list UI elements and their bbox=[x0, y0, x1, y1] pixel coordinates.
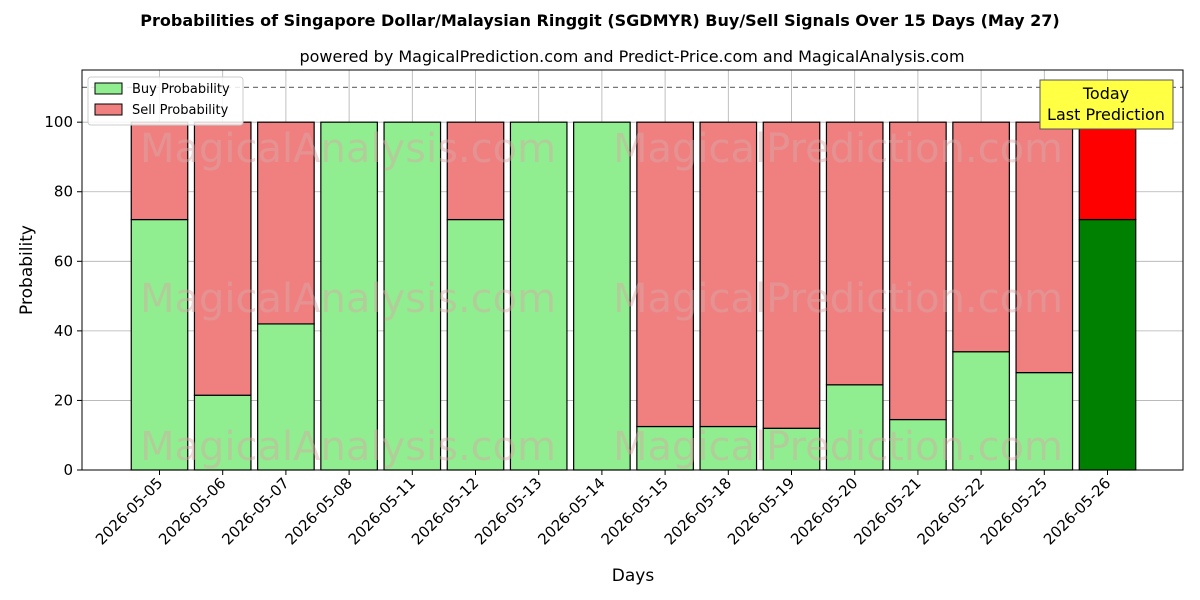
x-tick-label: 2026-05-14 bbox=[534, 474, 608, 548]
x-tick-label: 2026-05-21 bbox=[850, 474, 924, 548]
watermark-analysis: MagicalAnalysis.com bbox=[140, 276, 556, 322]
x-tick-label: 2026-05-19 bbox=[724, 474, 798, 548]
bar-buy-2026-05-25 bbox=[1015, 372, 1074, 471]
last-prediction-label: Last Prediction bbox=[1047, 105, 1165, 124]
bar-sell-2026-05-15 bbox=[636, 121, 694, 428]
bar-sell-2026-05-05 bbox=[130, 121, 189, 221]
bar-buy-2026-05-14 bbox=[573, 121, 631, 471]
bar-sell-2026-05-26 bbox=[1078, 121, 1137, 221]
bar-sell-2026-05-19 bbox=[762, 121, 821, 429]
legend: Buy Probability Sell Probability bbox=[87, 76, 244, 126]
x-axis-label: Days bbox=[612, 566, 655, 586]
today-annotation: Today Last Prediction bbox=[1039, 79, 1174, 130]
bar-sell-2026-05-07 bbox=[257, 121, 315, 325]
y-tick-label: 40 bbox=[54, 322, 73, 340]
bar-buy-2026-05-13 bbox=[509, 121, 568, 471]
x-tick-label: 2026-05-25 bbox=[977, 474, 1051, 548]
x-tick-label: 2026-05-15 bbox=[598, 474, 672, 548]
bar-sell-2026-05-22 bbox=[952, 121, 1010, 353]
watermark-analysis: MagicalAnalysis.com bbox=[140, 424, 556, 470]
x-tick-label: 2026-05-05 bbox=[92, 474, 166, 548]
y-tick-label: 0 bbox=[63, 461, 73, 479]
today-label: Today bbox=[1082, 84, 1129, 103]
watermark-prediction: MagicalPrediction.com bbox=[613, 276, 1063, 322]
legend-label-sell: Sell Probability bbox=[132, 103, 229, 118]
bar-sell-2026-05-12 bbox=[446, 121, 505, 221]
watermark-analysis: MagicalAnalysis.com bbox=[140, 126, 556, 172]
bar-buy-2026-05-07 bbox=[257, 323, 315, 471]
x-tick-label: 2026-05-18 bbox=[661, 474, 735, 548]
bars bbox=[130, 121, 1137, 471]
y-tick-label: 80 bbox=[54, 183, 73, 201]
legend-swatch-buy bbox=[94, 82, 123, 95]
x-tick-label: 2026-05-13 bbox=[471, 474, 545, 548]
x-tick-label: 2026-05-08 bbox=[282, 474, 356, 548]
x-tick-label: 2026-05-07 bbox=[218, 474, 292, 548]
bar-sell-2026-05-21 bbox=[889, 121, 947, 421]
y-axis-ticks: 0 20 40 60 80 100 bbox=[44, 113, 82, 479]
today-box bbox=[1039, 79, 1174, 130]
bar-buy-2026-05-12 bbox=[446, 218, 505, 471]
bar-buy-2026-05-18 bbox=[699, 425, 758, 471]
y-tick-label: 20 bbox=[54, 391, 73, 409]
bar-buy-2026-05-26 bbox=[1078, 218, 1137, 471]
bar-buy-2026-05-21 bbox=[889, 418, 947, 471]
y-tick-label: 100 bbox=[44, 113, 73, 131]
x-tick-label: 2026-05-22 bbox=[914, 474, 988, 548]
legend-box bbox=[87, 76, 244, 126]
x-tick-label: 2026-05-20 bbox=[787, 474, 861, 548]
legend-label-buy: Buy Probability bbox=[132, 82, 230, 97]
bar-buy-2026-05-22 bbox=[952, 351, 1010, 471]
x-tick-label: 2026-05-11 bbox=[345, 474, 419, 548]
watermarks: MagicalAnalysis.com MagicalPrediction.com… bbox=[140, 126, 1063, 470]
bar-buy-2026-05-15 bbox=[636, 425, 694, 471]
x-tick-label: 2026-05-06 bbox=[155, 474, 229, 548]
bar-buy-2026-05-08 bbox=[320, 121, 378, 471]
x-axis-ticks: 2026-05-052026-05-062026-05-072026-05-08… bbox=[92, 470, 1114, 548]
chart-subtitle: powered by MagicalPrediction.com and Pre… bbox=[299, 47, 964, 66]
y-tick-label: 60 bbox=[54, 252, 73, 270]
bar-buy-2026-05-20 bbox=[825, 384, 884, 471]
plot-frame bbox=[81, 69, 1184, 471]
watermark-prediction: MagicalPrediction.com bbox=[613, 126, 1063, 172]
x-tick-label: 2026-05-12 bbox=[408, 474, 482, 548]
bar-sell-2026-05-25 bbox=[1015, 121, 1074, 374]
bar-sell-2026-05-18 bbox=[699, 121, 758, 428]
bar-sell-2026-05-20 bbox=[825, 121, 884, 386]
x-tick-label: 2026-05-26 bbox=[1040, 474, 1114, 548]
bar-buy-2026-05-11 bbox=[383, 121, 442, 471]
bar-buy-2026-05-06 bbox=[193, 394, 252, 471]
watermark-prediction: MagicalPrediction.com bbox=[613, 424, 1063, 470]
legend-swatch-sell bbox=[94, 103, 123, 116]
y-axis-label: Probability bbox=[17, 225, 37, 315]
chart-title: Probabilities of Singapore Dollar/Malays… bbox=[140, 11, 1059, 30]
